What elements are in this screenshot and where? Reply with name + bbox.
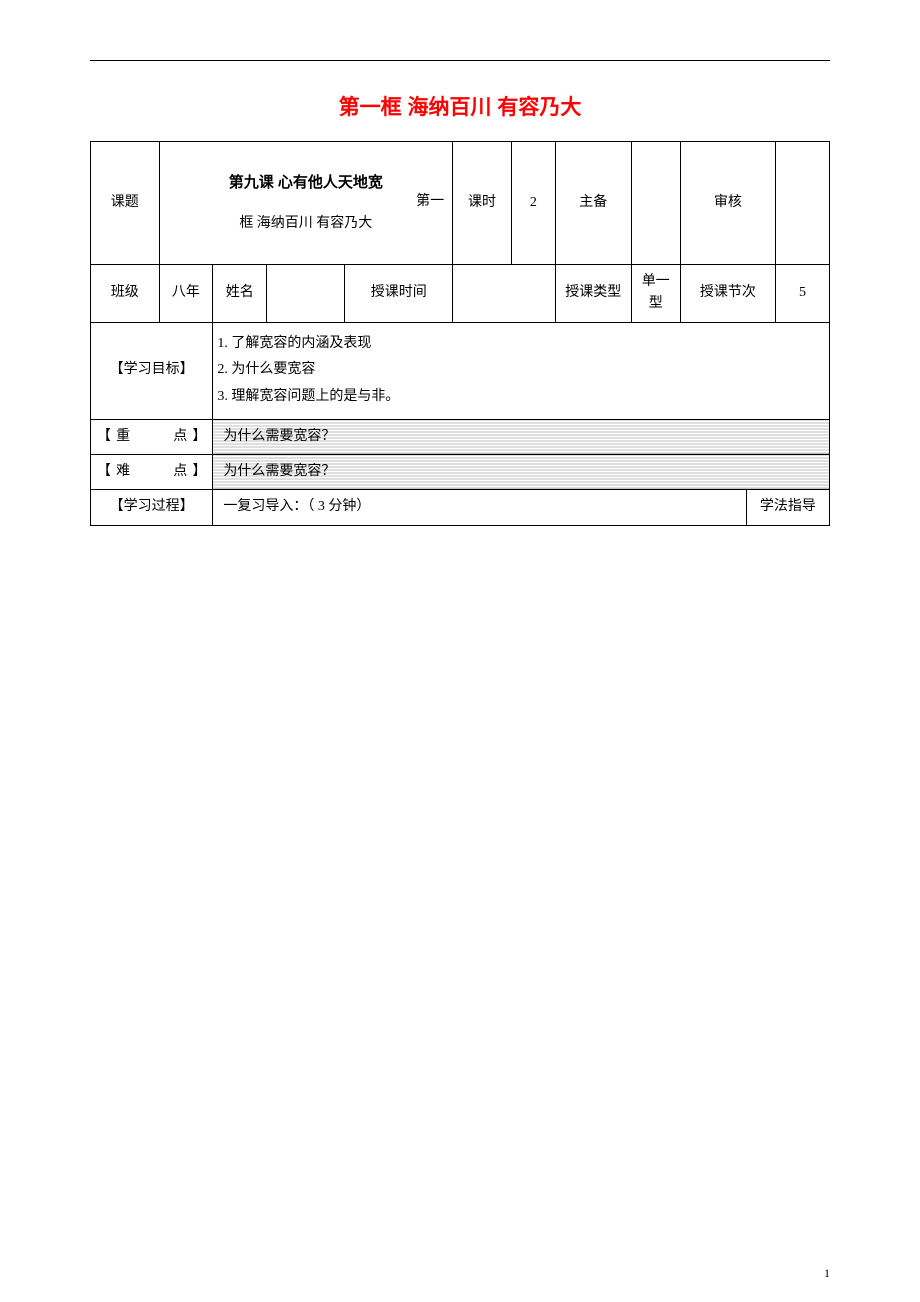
label-difficulty: 【难 点】 xyxy=(91,454,213,489)
label-name: 姓名 xyxy=(213,265,267,323)
objective-1: 1. 了解宽容的内涵及表现 xyxy=(217,331,821,358)
process-row: 【学习过程】 一复习导入：（ 3 分钟） 学法指导 xyxy=(91,490,830,525)
process-text: 一复习导入：（ 3 分钟） xyxy=(213,490,746,525)
objectives-content: 1. 了解宽容的内涵及表现 2. 为什么要宽容 3. 理解宽容问题上的是与非。 xyxy=(213,322,830,419)
lesson-plan-table: 课题 第九课 心有他人天地宽 第一 框 海纳百川 有容乃大 课时 2 主备 xyxy=(90,141,830,526)
difficulty-row: 【难 点】 为什么需要宽容？ xyxy=(91,454,830,489)
difficulty-text: 为什么需要宽容？ xyxy=(213,454,830,489)
keypoint-row: 【重 点】 为什么需要宽容？ xyxy=(91,419,830,454)
objective-2: 2. 为什么要宽容 xyxy=(217,357,821,384)
document-title: 第一框 海纳百川 有容乃大 xyxy=(90,91,830,121)
label-teachtype: 授课类型 xyxy=(555,265,631,323)
objectives-row: 【学习目标】 1. 了解宽容的内涵及表现 2. 为什么要宽容 3. 理解宽容问题… xyxy=(91,322,830,419)
class-value: 八年 xyxy=(159,265,213,323)
lesson-title-cell: 第九课 心有他人天地宽 第一 框 海纳百川 有容乃大 xyxy=(159,142,453,265)
label-objectives: 【学习目标】 xyxy=(91,322,213,419)
mainprep-value xyxy=(631,142,680,265)
header-row-2: 班级 八年 姓名 授课时间 授课类型 单一型 授课节次 5 xyxy=(91,265,830,323)
horizontal-rule xyxy=(90,60,830,61)
label-class: 班级 xyxy=(91,265,160,323)
name-value xyxy=(267,265,345,323)
label-process: 【学习过程】 xyxy=(91,490,213,525)
page-number: 1 xyxy=(0,566,920,1281)
header-row-1: 课题 第九课 心有他人天地宽 第一 框 海纳百川 有容乃大 课时 2 主备 xyxy=(91,142,830,265)
review-value xyxy=(776,142,830,265)
lesson-main-title: 第九课 心有他人天地宽 xyxy=(229,174,383,191)
lesson-sub-line2: 框 海纳百川 有容乃大 xyxy=(239,216,372,231)
label-teachcount: 授课节次 xyxy=(680,265,775,323)
label-period: 课时 xyxy=(453,142,512,265)
period-value: 2 xyxy=(511,142,555,265)
label-teachtime: 授课时间 xyxy=(345,265,453,323)
label-topic: 课题 xyxy=(91,142,160,265)
teachcount-value: 5 xyxy=(776,265,830,323)
label-mainprep: 主备 xyxy=(555,142,631,265)
process-guide: 学法指导 xyxy=(746,490,829,525)
label-review: 审核 xyxy=(680,142,775,265)
teachtime-value xyxy=(453,265,556,323)
lesson-sub-prefix: 第一 xyxy=(416,194,444,209)
teachtype-value: 单一型 xyxy=(631,265,680,323)
keypoint-text: 为什么需要宽容？ xyxy=(213,419,830,454)
label-keypoint: 【重 点】 xyxy=(91,419,213,454)
objective-3: 3. 理解宽容问题上的是与非。 xyxy=(217,384,821,411)
